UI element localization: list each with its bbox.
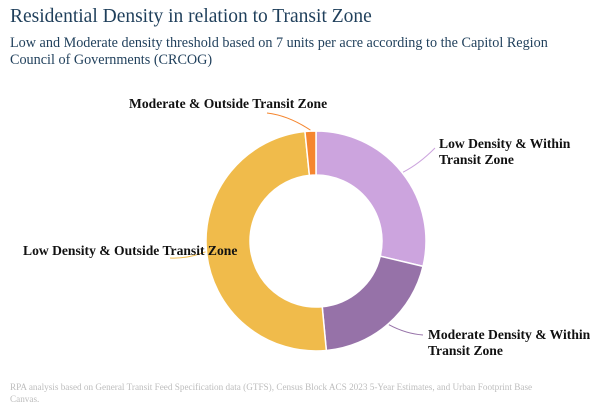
chart-title: Residential Density in relation to Trans… [10, 6, 372, 27]
donut-slice-moderate-within [321, 255, 424, 352]
slice-label-moderate-outside: Moderate & Outside Transit Zone [129, 96, 328, 111]
donut-slices [205, 130, 427, 352]
slice-label-low-within: Low Density & Within Transit Zone [439, 136, 571, 167]
chart-subtitle: Low and Moderate density threshold based… [10, 35, 548, 68]
donut-slice-low-outside [205, 130, 328, 352]
leader-line-moderate-outside [266, 112, 311, 131]
slice-label-low-outside: Low Density & Outside Transit Zone [23, 243, 238, 258]
label-leader-lines [169, 112, 436, 336]
leader-line-low-outside [169, 251, 206, 259]
slice-label-moderate-within: Moderate Density & Within Transit Zone [428, 327, 591, 358]
donut-slice-moderate-outside [304, 130, 317, 177]
leader-line-moderate-within [388, 324, 424, 336]
donut-slice-low-within [315, 130, 427, 268]
leader-line-low-within [402, 147, 436, 173]
source-footnote: RPA analysis based on General Transit Fe… [10, 382, 533, 404]
